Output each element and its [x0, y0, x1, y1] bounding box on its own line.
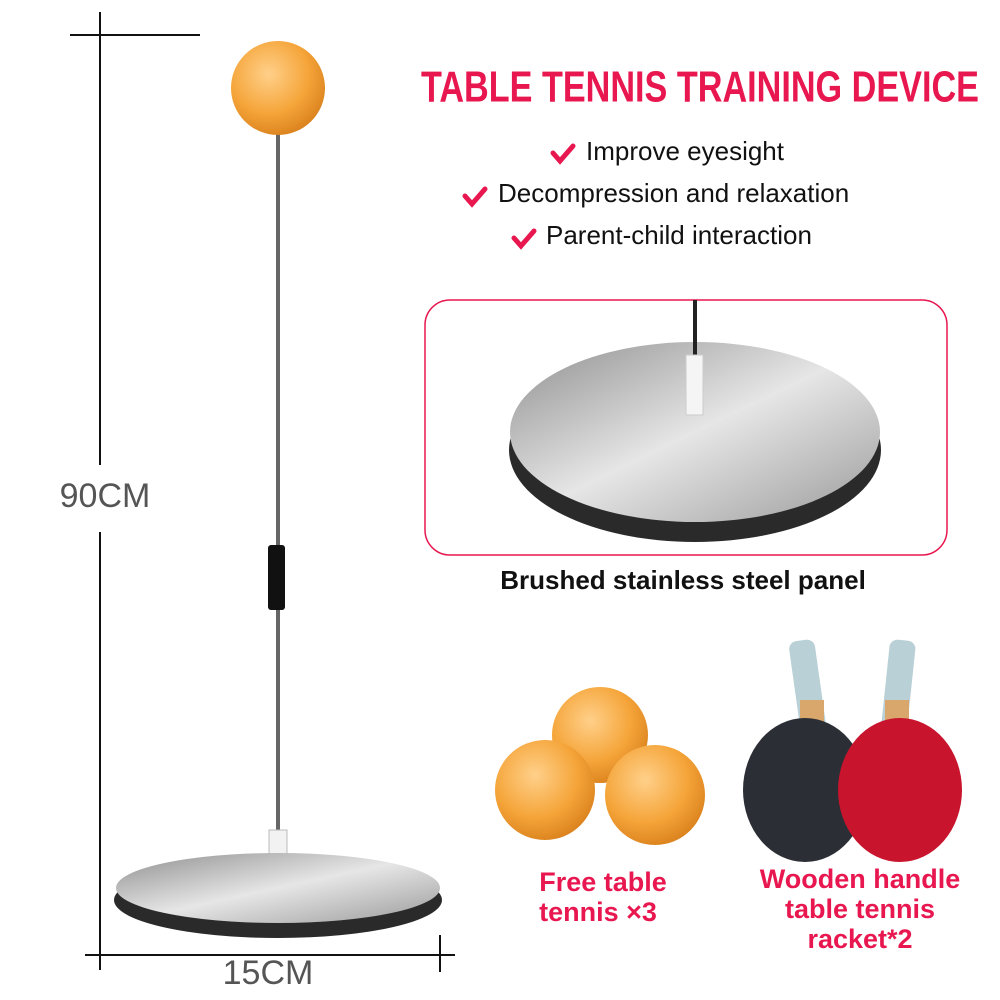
feature: Improve eyesight: [586, 136, 785, 166]
panel-caption: Brushed stainless steel panel: [500, 565, 866, 595]
width-label: 15CM: [223, 954, 314, 992]
accessory-caption: racket*2: [807, 924, 912, 954]
title: TABLE TENNIS TRAINING DEVICE: [421, 63, 979, 112]
checkmarks: [462, 143, 576, 250]
feature: Parent-child interaction: [546, 220, 812, 250]
accessory-caption: table tennis: [785, 894, 935, 924]
height-label: 90CM: [60, 477, 151, 515]
rackets: [743, 639, 962, 862]
accessory-caption: Wooden handle: [760, 864, 961, 894]
trainer: [114, 41, 442, 938]
dimension-lines: [70, 12, 455, 972]
panel-detail: [509, 300, 881, 542]
feature: Decompression and relaxation: [498, 178, 849, 208]
accessory-caption: Free table: [539, 867, 667, 897]
balls: [495, 687, 705, 845]
accessory-caption: tennis ×3: [539, 897, 657, 927]
